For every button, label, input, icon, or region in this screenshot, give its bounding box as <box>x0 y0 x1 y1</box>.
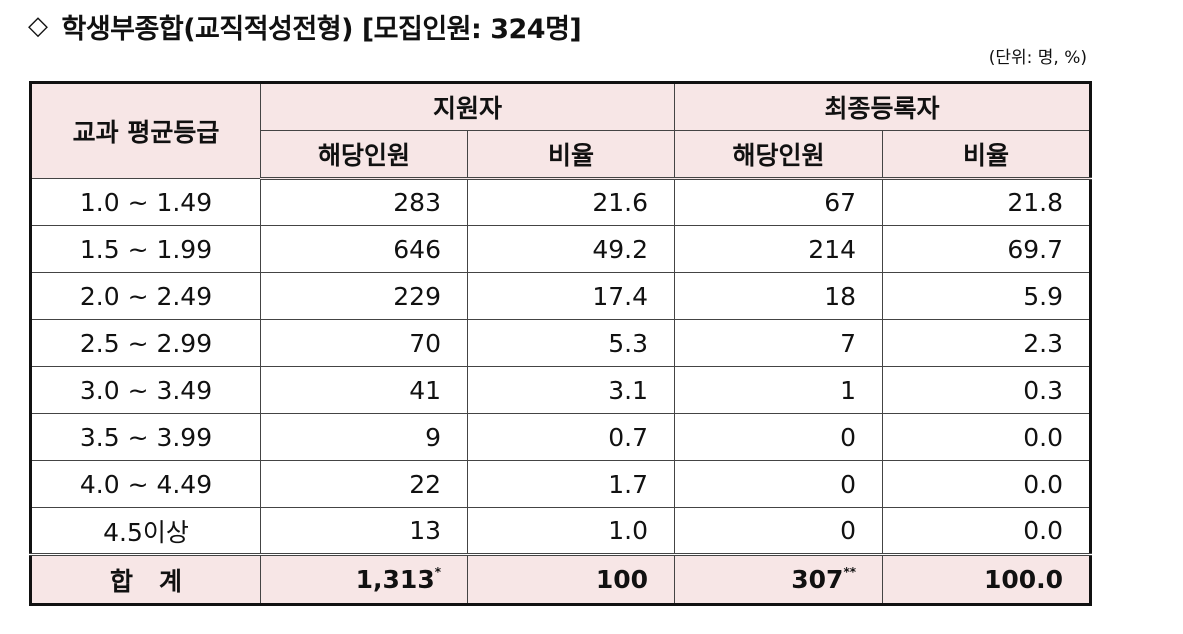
header-applicants-ratio: 비율 <box>466 130 676 180</box>
grade-cell: 3.0 ~ 3.49 <box>30 366 261 414</box>
registered-count-cell: 0 <box>674 507 884 555</box>
applicant-ratio-cell: 17.4 <box>466 272 676 320</box>
total-applicant-ratio: 100 <box>466 553 676 605</box>
registered-count-cell: 18 <box>674 272 884 320</box>
table-row: 1.0 ~ 1.49 283 21.6 67 21.8 <box>30 178 1092 226</box>
grade-distribution-table: 교과 평균등급 지원자 최종등록자 해당인원 비율 해당인원 비율 1.0 ~ … <box>29 81 1093 606</box>
applicant-count-cell: 646 <box>260 225 468 273</box>
registered-ratio-cell: 0.0 <box>882 460 1092 508</box>
applicant-count-cell: 283 <box>260 178 468 226</box>
applicant-ratio-cell: 1.7 <box>466 460 676 508</box>
header-registered: 최종등록자 <box>674 82 1092 131</box>
header-applicants: 지원자 <box>259 82 676 131</box>
registered-ratio-cell: 21.8 <box>882 178 1092 226</box>
registered-ratio-cell: 5.9 <box>882 272 1092 320</box>
page-title: ◇ 학생부종합(교직적성전형) [모집인원: 324명] <box>28 6 582 46</box>
registered-ratio-cell: 69.7 <box>882 225 1092 273</box>
table-row: 2.5 ~ 2.99 70 5.3 7 2.3 <box>30 319 1092 367</box>
applicant-ratio-cell: 3.1 <box>466 366 676 414</box>
registered-ratio-cell: 0.3 <box>882 366 1092 414</box>
header-registered-count: 해당인원 <box>674 130 884 180</box>
total-registered-count: 307** <box>674 553 884 605</box>
total-row: 합계 1,313* 100 307** 100.0 <box>30 553 1092 605</box>
registered-count-cell: 214 <box>674 225 884 273</box>
registered-ratio-cell: 0.0 <box>882 507 1092 555</box>
header-grade: 교과 평균등급 <box>30 82 261 179</box>
grade-cell: 4.5이상 <box>30 507 261 555</box>
total-applicant-count-value: 1,313 <box>355 565 435 594</box>
registered-ratio-cell: 2.3 <box>882 319 1092 367</box>
grade-cell: 2.5 ~ 2.99 <box>30 319 261 367</box>
applicant-count-cell: 22 <box>260 460 468 508</box>
header-registered-ratio: 비율 <box>882 130 1092 180</box>
applicant-count-cell: 9 <box>260 413 468 461</box>
table-row: 3.5 ~ 3.99 9 0.7 0 0.0 <box>30 413 1092 461</box>
total-applicant-count: 1,313* <box>260 553 468 605</box>
registered-count-cell: 0 <box>674 413 884 461</box>
table-row: 4.0 ~ 4.49 22 1.7 0 0.0 <box>30 460 1092 508</box>
diamond-icon: ◇ <box>28 11 48 41</box>
footnote-mark: ** <box>843 565 857 579</box>
applicant-ratio-cell: 0.7 <box>466 413 676 461</box>
table-subheader-row: 해당인원 비율 해당인원 비율 <box>31 130 1092 180</box>
table-row: 2.0 ~ 2.49 229 17.4 18 5.9 <box>30 272 1092 320</box>
total-label: 합계 <box>30 553 261 605</box>
applicant-ratio-cell: 1.0 <box>466 507 676 555</box>
table-row: 4.5이상 13 1.0 0 0.0 <box>30 507 1092 555</box>
registered-count-cell: 1 <box>674 366 884 414</box>
total-registered-ratio: 100.0 <box>882 553 1092 605</box>
applicant-count-cell: 41 <box>260 366 468 414</box>
grade-cell: 2.0 ~ 2.49 <box>30 272 261 320</box>
unit-note: (단위: 명, %) <box>988 48 1087 68</box>
grade-cell: 1.5 ~ 1.99 <box>30 225 261 273</box>
applicant-count-cell: 13 <box>260 507 468 555</box>
applicant-ratio-cell: 5.3 <box>466 319 676 367</box>
footnote-mark: * <box>434 565 441 579</box>
table-row: 3.0 ~ 3.49 41 3.1 1 0.3 <box>30 366 1092 414</box>
table-header-row: 교과 평균등급 지원자 최종등록자 <box>30 82 1092 179</box>
grade-cell: 3.5 ~ 3.99 <box>30 413 261 461</box>
registered-count-cell: 67 <box>674 178 884 226</box>
applicant-ratio-cell: 49.2 <box>466 225 676 273</box>
applicant-count-cell: 229 <box>260 272 468 320</box>
total-registered-count-value: 307 <box>791 565 844 594</box>
title-text: 학생부종합(교직적성전형) [모집인원: 324명] <box>61 13 582 45</box>
registered-count-cell: 7 <box>674 319 884 367</box>
header-applicants-count: 해당인원 <box>260 130 468 180</box>
applicant-count-cell: 70 <box>260 319 468 367</box>
table-row: 1.5 ~ 1.99 646 49.2 214 69.7 <box>30 225 1092 273</box>
registered-ratio-cell: 0.0 <box>882 413 1092 461</box>
applicant-ratio-cell: 21.6 <box>466 178 676 226</box>
registered-count-cell: 0 <box>674 460 884 508</box>
grade-cell: 1.0 ~ 1.49 <box>30 178 261 226</box>
grade-cell: 4.0 ~ 4.49 <box>30 460 261 508</box>
